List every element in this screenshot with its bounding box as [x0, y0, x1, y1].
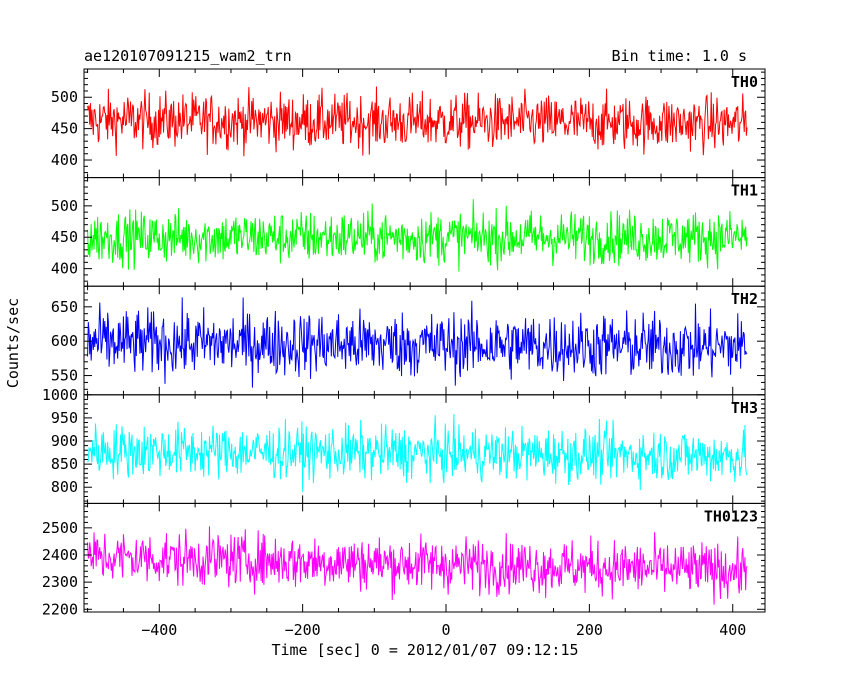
series-th3 [87, 413, 748, 492]
x-axis-label: Time [sec] 0 = 2012/01/07 09:12:15 [271, 641, 578, 659]
x-tick-label: 400 [719, 621, 746, 639]
panel-label-th3: TH3 [731, 399, 758, 417]
series-th1 [87, 199, 748, 272]
panel-frame [83, 502, 766, 613]
series-th0123 [87, 526, 748, 605]
panel-label-th1: TH1 [731, 182, 758, 200]
y-tick-label: 2500 [42, 519, 78, 537]
y-axis-label: Counts/sec [4, 298, 22, 388]
panel-label-th0: TH0 [731, 73, 758, 91]
panel-th0123: TH0123 2200 2300 2400 2500 [42, 502, 766, 618]
panel-th1: TH1 400 450 500 [51, 177, 766, 287]
y-tick-label: 500 [51, 197, 78, 215]
x-tick-label: 0 [441, 621, 450, 639]
panel-label-th0123: TH0123 [704, 507, 758, 525]
series-th2 [87, 297, 748, 388]
y-tick-label: 2400 [42, 546, 78, 564]
y-tick-label: 650 [51, 298, 78, 316]
y-tick-label: 2200 [42, 600, 78, 618]
y-tick-label: 1000 [42, 386, 78, 404]
y-tick-label: 450 [51, 120, 78, 138]
panel-th0: TH0 400 450 500 [51, 68, 766, 179]
y-tick-label: 550 [51, 367, 78, 385]
y-tick-label: 850 [51, 455, 78, 473]
panel-label-th2: TH2 [731, 290, 758, 308]
y-tick-label: 400 [51, 260, 78, 278]
x-tick-label: −400 [141, 621, 177, 639]
y-tick-label: 800 [51, 478, 78, 496]
panel-th3: TH3 800 850 900 950 1000 [42, 386, 766, 504]
y-tick-label: 950 [51, 409, 78, 427]
x-tick-label: −200 [285, 621, 321, 639]
bin-time-label: Bin time: 1.0 s [612, 47, 747, 65]
x-tick-label: 200 [576, 621, 603, 639]
chart-title: ae120107091215_wam2_trn [84, 47, 292, 65]
y-tick-label: 450 [51, 228, 78, 246]
y-tick-label: 500 [51, 88, 78, 106]
y-tick-label: 600 [51, 332, 78, 350]
series-th0 [87, 86, 748, 157]
y-tick-label: 900 [51, 432, 78, 450]
panel-th2: TH2 550 600 650 [51, 285, 766, 396]
panels: TH0 400 450 500 TH1 400 450 500 TH2 550 600 650 TH3 8… [42, 68, 766, 618]
x-axis: −400 −200 0 200 400 [141, 621, 746, 639]
y-tick-label: 2300 [42, 573, 78, 591]
y-tick-label: 400 [51, 151, 78, 169]
